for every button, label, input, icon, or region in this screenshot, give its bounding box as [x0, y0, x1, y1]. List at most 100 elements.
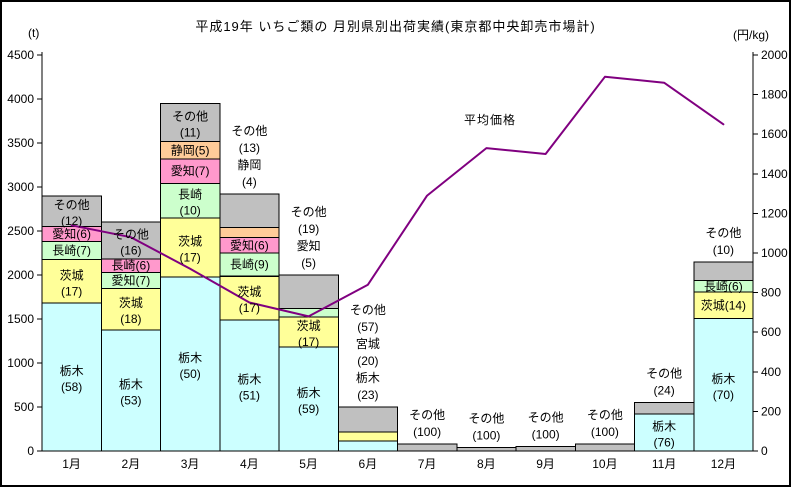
y-left-tick-label: 1000 [7, 356, 34, 370]
x-axis-label-5月: 5月 [299, 457, 318, 471]
x-axis-label-7月: 7月 [418, 457, 437, 471]
outside-label-11月-0: その他 [646, 367, 682, 381]
y-right-tick-label: 200 [761, 404, 781, 418]
bar-segment-8月-その他 [456, 447, 517, 452]
y-left-tick-label: 4000 [7, 92, 34, 106]
segment-label-value-5月-茨城: (17) [298, 335, 319, 349]
y-right-tick-label: 800 [761, 286, 781, 300]
outside-label-4月-3: (4) [242, 175, 257, 189]
outside-label-8月-0: その他 [468, 411, 504, 425]
outside-label-9月-1: (100) [532, 428, 560, 442]
bar-segment-2月-その他 [100, 221, 162, 260]
segment-label-3月-茨城: 茨城 [178, 235, 202, 249]
bar-segment-12月-その他 [693, 261, 754, 282]
segment-label-5月-栃木: 栃木 [297, 386, 321, 400]
segment-label-value-3月-栃木: (50) [179, 367, 200, 381]
x-axis-label-8月: 8月 [477, 457, 496, 471]
outside-label-7月-1: (100) [413, 425, 441, 439]
y-right-tick-label: 1800 [761, 88, 788, 102]
y-right-tick-label: 2000 [761, 48, 788, 62]
x-axis-label-1月: 1月 [62, 457, 81, 471]
outside-label-5月-1: (19) [298, 222, 319, 236]
x-axis-label-2月: 2月 [122, 457, 141, 471]
segment-label-1月-その他: その他 [54, 198, 90, 212]
bar-segment-10月-その他 [574, 443, 636, 452]
segment-label-4月-愛知: 愛知(6) [230, 238, 269, 252]
x-axis-label-4月: 4月 [240, 457, 259, 471]
bar-segment-11月-その他 [634, 402, 695, 415]
segment-label-3月-栃木: 栃木 [178, 351, 202, 365]
segment-label-12月-茨城: 茨城(14) [701, 298, 746, 312]
segment-label-value-4月-栃木: (51) [239, 388, 260, 402]
bar-segment-7月-その他 [397, 443, 458, 452]
segment-label-12月-栃木: 栃木 [711, 372, 735, 386]
segment-label-value-1月-その他: (12) [61, 214, 82, 228]
outside-label-6月-5: (23) [357, 388, 378, 402]
outside-label-10月-1: (100) [591, 425, 619, 439]
y-right-tick-label: 1200 [761, 206, 788, 220]
segment-label-1月-栃木: 栃木 [60, 364, 84, 378]
right-axis-unit-label: (円/kg) [732, 28, 769, 42]
y-left-tick-label: 1500 [7, 312, 34, 326]
bar-segment-6月-栃木 [337, 440, 399, 452]
y-right-tick-label: 1400 [761, 167, 788, 181]
y-left-tick-label: 3500 [7, 136, 34, 150]
x-axis-label-12月: 12月 [711, 457, 736, 471]
outside-label-6月-3: (20) [357, 354, 378, 368]
segment-label-11月-栃木: 栃木 [652, 420, 676, 434]
outside-label-6月-4: 栃木 [356, 371, 380, 385]
outside-label-11月-1: (24) [653, 384, 674, 398]
segment-label-1月-茨城: 茨城 [60, 268, 84, 282]
outside-label-5月-0: その他 [291, 205, 327, 219]
segment-label-1月-長崎: 長崎(7) [52, 244, 91, 258]
x-axis-label-3月: 3月 [181, 457, 200, 471]
bar-segment-5月-茨城 [278, 316, 339, 348]
outside-label-7月-0: その他 [409, 408, 445, 422]
segment-label-value-1月-栃木: (58) [61, 380, 82, 394]
outside-label-12月-1: (10) [713, 243, 734, 257]
bar-segment-3月-その他 [160, 102, 221, 143]
outside-label-9月-0: その他 [528, 411, 564, 425]
y-left-tick-label: 0 [27, 444, 34, 458]
bar-segment-12月-茨城 [693, 291, 754, 320]
outside-label-4月-1: (13) [239, 141, 260, 155]
y-left-tick-label: 2000 [7, 268, 34, 282]
segment-label-value-11月-栃木: (76) [653, 436, 674, 450]
bar-segment-9月-その他 [515, 446, 576, 452]
outside-label-6月-2: 宮城 [356, 336, 380, 351]
segment-label-4月-茨城: 茨城 [237, 285, 261, 299]
bar-segment-4月-その他 [219, 193, 280, 228]
segment-label-value-3月-茨城: (17) [179, 251, 200, 265]
segment-label-value-2月-栃木: (53) [120, 393, 141, 407]
y-right-tick-label: 1600 [761, 127, 788, 141]
segment-label-value-1月-茨城: (17) [61, 284, 82, 298]
x-axis-label-11月: 11月 [652, 457, 676, 471]
outside-label-6月-1: (57) [357, 320, 378, 334]
y-right-tick-label: 1000 [761, 246, 788, 260]
bar-segment-4月-静岡 [219, 226, 280, 239]
chart-title: 平成19年 いちご類の 月別県別出荷実績(東京都中央卸売市場計) [195, 19, 596, 34]
outside-label-5月-3: (5) [301, 256, 316, 270]
outside-label-12月-0: その他 [705, 226, 741, 240]
outside-label-4月-2: 静岡 [237, 158, 261, 172]
segment-label-value-2月-茨城: (18) [120, 312, 141, 326]
segment-label-2月-愛知: 愛知(7) [112, 274, 151, 288]
y-right-tick-label: 600 [761, 325, 781, 339]
price-line [70, 75, 725, 318]
outside-label-5月-2: 愛知 [297, 239, 321, 253]
bar-segment-3月-茨城 [160, 217, 221, 278]
bar-segment-5月-その他 [278, 274, 339, 309]
price-line-label: 平均価格 [464, 112, 516, 127]
segment-label-4月-栃木: 栃木 [237, 372, 261, 386]
y-left-tick-label: 500 [14, 400, 34, 414]
segment-label-3月-愛知: 愛知(7) [171, 164, 210, 178]
x-axis-label-6月: 6月 [359, 457, 378, 471]
segment-label-3月-静岡: 静岡(5) [171, 143, 210, 157]
x-axis-label-10月: 10月 [592, 457, 617, 471]
segment-label-1月-愛知: 愛知(6) [52, 227, 91, 241]
outside-label-8月-1: (100) [472, 428, 500, 442]
segment-label-2月-茨城: 茨城 [119, 296, 143, 310]
segment-label-3月-その他: その他 [172, 110, 208, 124]
